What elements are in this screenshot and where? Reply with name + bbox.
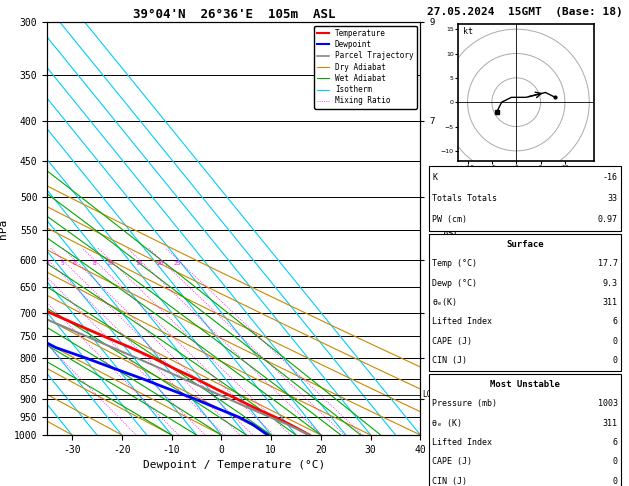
Text: 1003: 1003 bbox=[598, 399, 618, 408]
Text: Surface: Surface bbox=[506, 240, 544, 249]
Text: -16: -16 bbox=[603, 173, 618, 182]
Text: LCL: LCL bbox=[422, 390, 436, 399]
Y-axis label: hPa: hPa bbox=[0, 218, 8, 239]
Text: 17.7: 17.7 bbox=[598, 259, 618, 268]
Text: Dewp (°C): Dewp (°C) bbox=[432, 278, 477, 288]
Text: 15: 15 bbox=[135, 261, 143, 266]
Text: 6: 6 bbox=[613, 438, 618, 447]
Text: 25: 25 bbox=[174, 261, 182, 266]
Text: θₑ (K): θₑ (K) bbox=[432, 418, 462, 428]
Text: kt: kt bbox=[463, 27, 472, 36]
Text: 8: 8 bbox=[92, 261, 96, 266]
Text: 0.97: 0.97 bbox=[598, 215, 618, 225]
Text: 5: 5 bbox=[60, 261, 64, 266]
Text: Temp (°C): Temp (°C) bbox=[432, 259, 477, 268]
Text: CAPE (J): CAPE (J) bbox=[432, 337, 472, 346]
Text: 27.05.2024  15GMT  (Base: 18): 27.05.2024 15GMT (Base: 18) bbox=[426, 7, 622, 17]
Legend: Temperature, Dewpoint, Parcel Trajectory, Dry Adiabat, Wet Adiabat, Isotherm, Mi: Temperature, Dewpoint, Parcel Trajectory… bbox=[314, 26, 416, 108]
Text: Lifted Index: Lifted Index bbox=[432, 317, 493, 327]
Text: CIN (J): CIN (J) bbox=[432, 356, 467, 365]
Text: θₑ(K): θₑ(K) bbox=[432, 298, 457, 307]
Text: Lifted Index: Lifted Index bbox=[432, 438, 493, 447]
Text: Most Unstable: Most Unstable bbox=[490, 380, 560, 389]
Text: 33: 33 bbox=[608, 194, 618, 203]
Text: PW (cm): PW (cm) bbox=[432, 215, 467, 225]
X-axis label: Dewpoint / Temperature (°C): Dewpoint / Temperature (°C) bbox=[143, 460, 325, 470]
Text: © weatheronline.co.uk: © weatheronline.co.uk bbox=[476, 423, 573, 433]
Text: 311: 311 bbox=[603, 298, 618, 307]
Text: 20: 20 bbox=[157, 261, 164, 266]
Y-axis label: km
ASL: km ASL bbox=[443, 218, 460, 239]
Text: Pressure (mb): Pressure (mb) bbox=[432, 399, 498, 408]
Text: 6: 6 bbox=[72, 261, 76, 266]
Text: CAPE (J): CAPE (J) bbox=[432, 457, 472, 467]
Text: 6: 6 bbox=[613, 317, 618, 327]
Text: CIN (J): CIN (J) bbox=[432, 477, 467, 486]
Text: 9.3: 9.3 bbox=[603, 278, 618, 288]
Text: 0: 0 bbox=[613, 457, 618, 467]
Text: 10: 10 bbox=[106, 261, 114, 266]
Text: 4: 4 bbox=[46, 261, 50, 266]
Text: Totals Totals: Totals Totals bbox=[432, 194, 498, 203]
Text: K: K bbox=[432, 173, 437, 182]
Text: 0: 0 bbox=[613, 477, 618, 486]
Text: 311: 311 bbox=[603, 418, 618, 428]
Text: 0: 0 bbox=[613, 337, 618, 346]
Title: 39°04'N  26°36'E  105m  ASL: 39°04'N 26°36'E 105m ASL bbox=[133, 8, 335, 21]
Text: 0: 0 bbox=[613, 356, 618, 365]
